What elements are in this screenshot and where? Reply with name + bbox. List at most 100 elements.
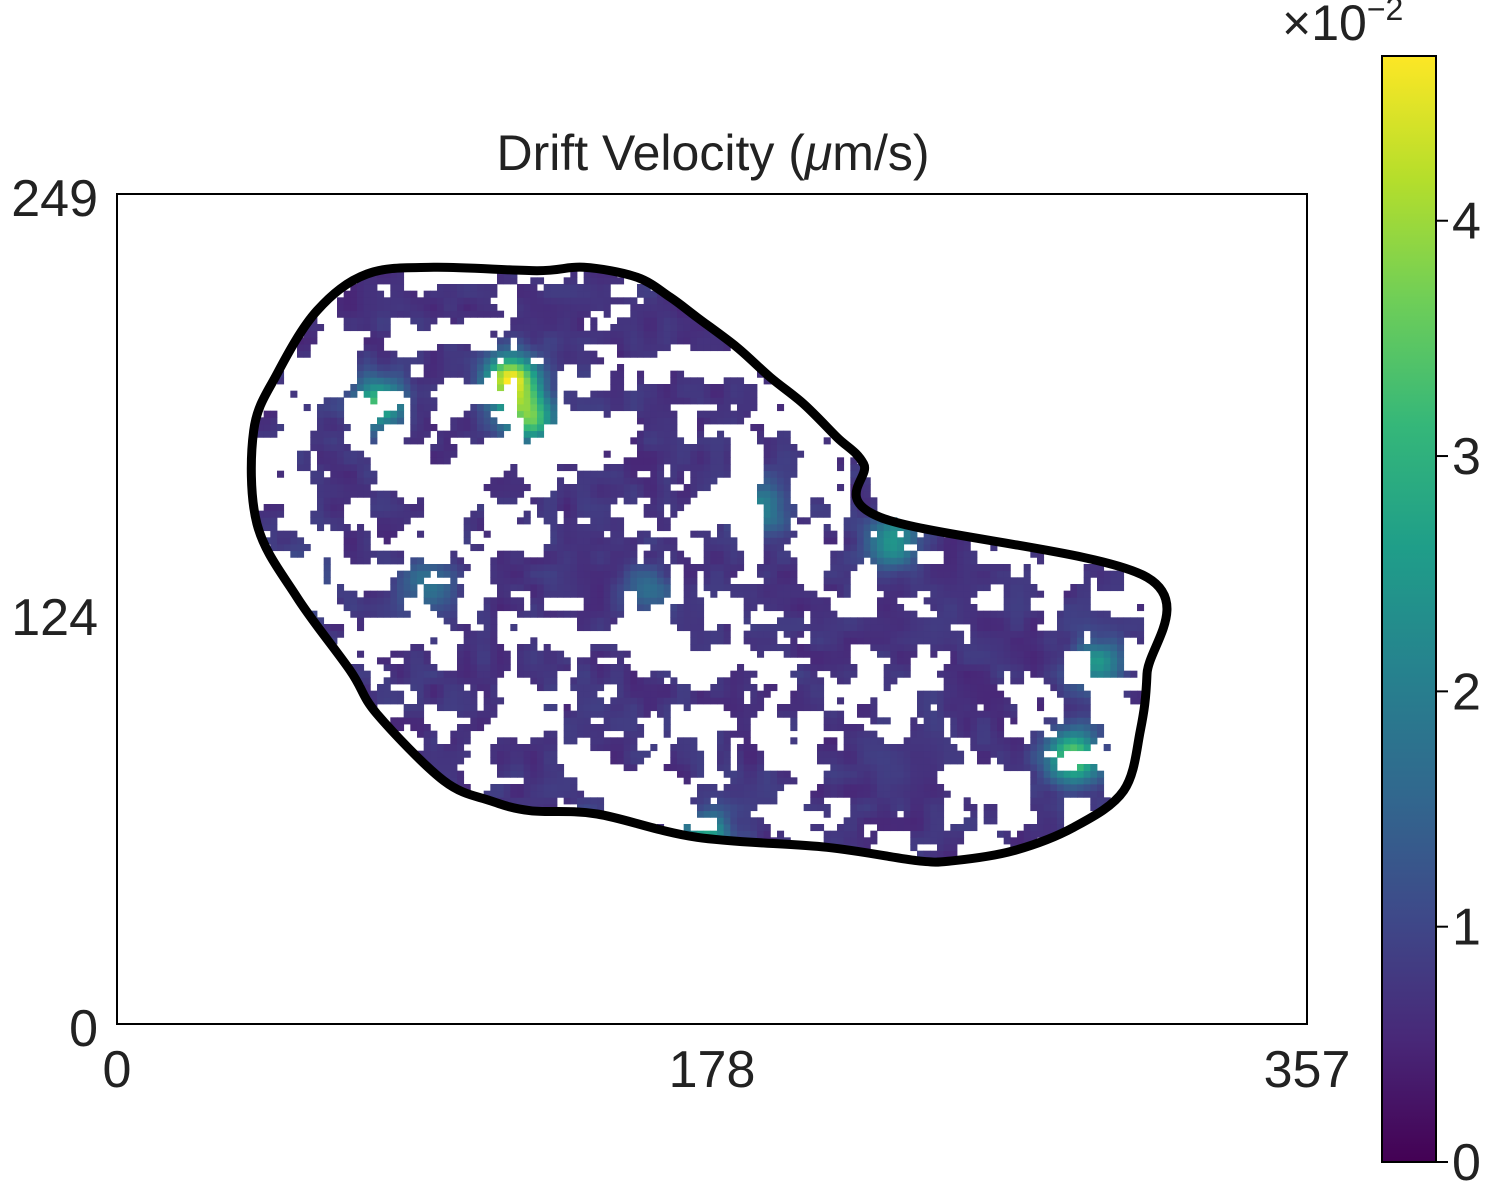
heatmap-cell (590, 390, 598, 398)
heatmap-cell (443, 290, 451, 298)
heatmap-cell (403, 504, 411, 512)
heatmap-cell (390, 577, 398, 585)
heatmap-cell (623, 724, 631, 732)
heatmap-cell (443, 770, 451, 778)
heatmap-cell (583, 710, 591, 718)
heatmap-cell (577, 350, 585, 358)
heatmap-cell (1043, 677, 1051, 685)
heatmap-cell (523, 370, 531, 378)
heatmap-cell (910, 797, 918, 805)
heatmap-cell (603, 704, 611, 712)
heatmap-cell (523, 290, 531, 298)
heatmap-cell (510, 750, 518, 758)
heatmap-cell (303, 464, 311, 472)
heatmap-cell (470, 677, 478, 685)
heatmap-cell (1050, 630, 1058, 638)
heatmap-cell (743, 630, 751, 638)
heatmap-cell (1083, 564, 1091, 572)
heatmap-cell (443, 450, 451, 458)
heatmap-cell (383, 364, 391, 372)
heatmap-cell (390, 410, 398, 418)
heatmap-cell (743, 710, 751, 718)
heatmap-cell (950, 650, 958, 658)
cell-boundary-outline (246, 262, 1172, 867)
heatmap-cell (890, 664, 898, 672)
heatmap-cell (923, 837, 931, 845)
heatmap-cell (477, 290, 485, 298)
heatmap-cell (590, 590, 598, 598)
heatmap-cell (910, 530, 918, 538)
heatmap-cell (637, 330, 645, 338)
heatmap-cell (650, 537, 658, 545)
heatmap-cell (910, 817, 918, 825)
heatmap-cell (1023, 617, 1031, 625)
heatmap-cell (1110, 624, 1118, 632)
heatmap-cell (903, 750, 911, 758)
heatmap-cell (910, 570, 918, 578)
heatmap-cell (643, 310, 651, 318)
heatmap-cell (870, 737, 878, 745)
heatmap-cell (823, 724, 831, 732)
heatmap-cell (723, 377, 731, 385)
heatmap-cell (677, 444, 685, 452)
heatmap-cell (637, 437, 645, 445)
heatmap-cell (1130, 697, 1138, 705)
heatmap-cell (530, 497, 538, 505)
heatmap-cell (710, 630, 718, 638)
heatmap-cell (970, 737, 978, 745)
heatmap-cell (317, 524, 325, 532)
heatmap-cell (363, 317, 371, 325)
heatmap-cell (790, 610, 798, 618)
heatmap-cell (677, 457, 685, 465)
heatmap-cell (783, 524, 791, 532)
heatmap-cell (770, 497, 778, 505)
heatmap-cell (337, 410, 345, 418)
heatmap-cell (777, 777, 785, 785)
heatmap-cell (543, 344, 551, 352)
heatmap-cell (857, 770, 865, 778)
heatmap-cell (783, 550, 791, 558)
heatmap-cell (750, 644, 758, 652)
heatmap-cell (717, 684, 725, 692)
heatmap-cell (1057, 797, 1065, 805)
heatmap-cell (943, 670, 951, 678)
heatmap-cell (457, 724, 465, 732)
heatmap-cell (503, 650, 511, 658)
heatmap-cell (857, 624, 865, 632)
heatmap-cell (703, 470, 711, 478)
heatmap-cell (690, 490, 698, 498)
heatmap-cell (690, 737, 698, 745)
heatmap-cell (537, 324, 545, 332)
heatmap-cell (530, 290, 538, 298)
heatmap-cell (637, 404, 645, 412)
heatmap-cell (823, 637, 831, 645)
heatmap-cell (877, 790, 885, 798)
heatmap-cell (1057, 677, 1065, 685)
heatmap-cell (1003, 570, 1011, 578)
heatmap-cell (890, 797, 898, 805)
heatmap-cell (577, 557, 585, 565)
heatmap-cell (777, 617, 785, 625)
heatmap-cell (557, 337, 565, 345)
heatmap-cell (603, 564, 611, 572)
heatmap-cell (877, 544, 885, 552)
heatmap-cell (737, 397, 745, 405)
heatmap-cell (883, 804, 891, 812)
heatmap-cell (543, 330, 551, 338)
heatmap-cell (883, 744, 891, 752)
heatmap-cell (1117, 624, 1125, 632)
heatmap-cell (1137, 637, 1145, 645)
heatmap-cell (423, 570, 431, 578)
heatmap-cell (1063, 730, 1071, 738)
heatmap-cell (750, 770, 758, 778)
heatmap-cell (610, 744, 618, 752)
heatmap-cell (863, 530, 871, 538)
heatmap-cell (650, 490, 658, 498)
heatmap-cell (743, 610, 751, 618)
heatmap-cell (597, 704, 605, 712)
heatmap-cell (830, 530, 838, 538)
heatmap-cell (743, 590, 751, 598)
heatmap-cell (990, 737, 998, 745)
heatmap-cell (1037, 784, 1045, 792)
heatmap-cell (603, 550, 611, 558)
